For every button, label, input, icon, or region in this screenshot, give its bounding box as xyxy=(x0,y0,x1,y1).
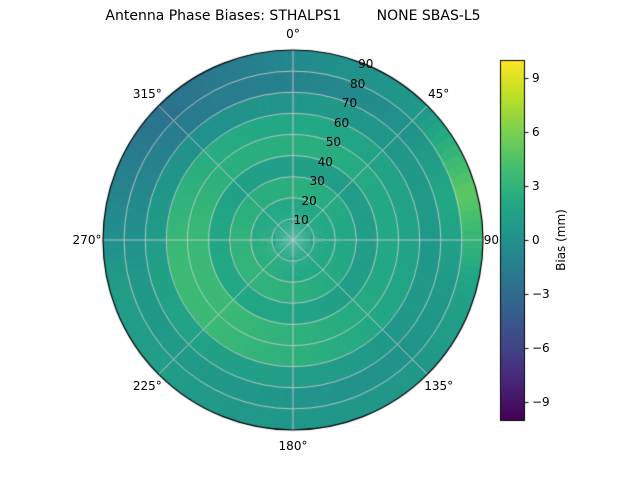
chart-title: Antenna Phase Biases: STHALPS1 NONE SBAS… xyxy=(105,8,481,24)
colorbar-axis-label: Bias (mm) xyxy=(554,209,568,271)
